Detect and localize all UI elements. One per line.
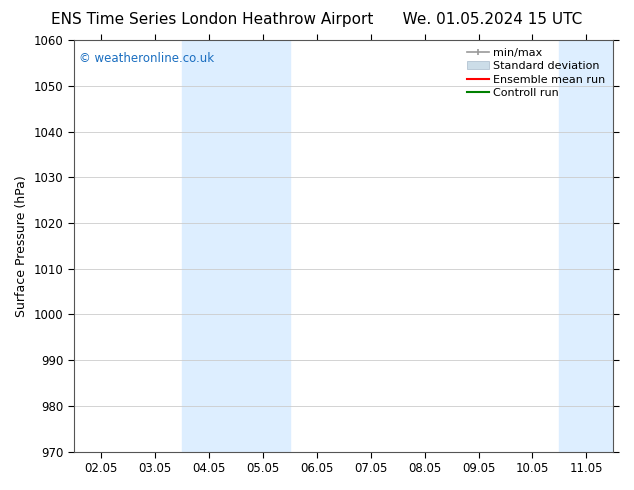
Text: © weatheronline.co.uk: © weatheronline.co.uk (79, 52, 214, 66)
Text: ENS Time Series London Heathrow Airport      We. 01.05.2024 15 UTC: ENS Time Series London Heathrow Airport … (51, 12, 583, 27)
Y-axis label: Surface Pressure (hPa): Surface Pressure (hPa) (15, 175, 28, 317)
Bar (559, 40, 586, 452)
Legend: min/max, Standard deviation, Ensemble mean run, Controll run: min/max, Standard deviation, Ensemble me… (465, 46, 608, 100)
Bar (236, 40, 290, 452)
Bar (182, 40, 236, 452)
Bar (586, 40, 614, 452)
